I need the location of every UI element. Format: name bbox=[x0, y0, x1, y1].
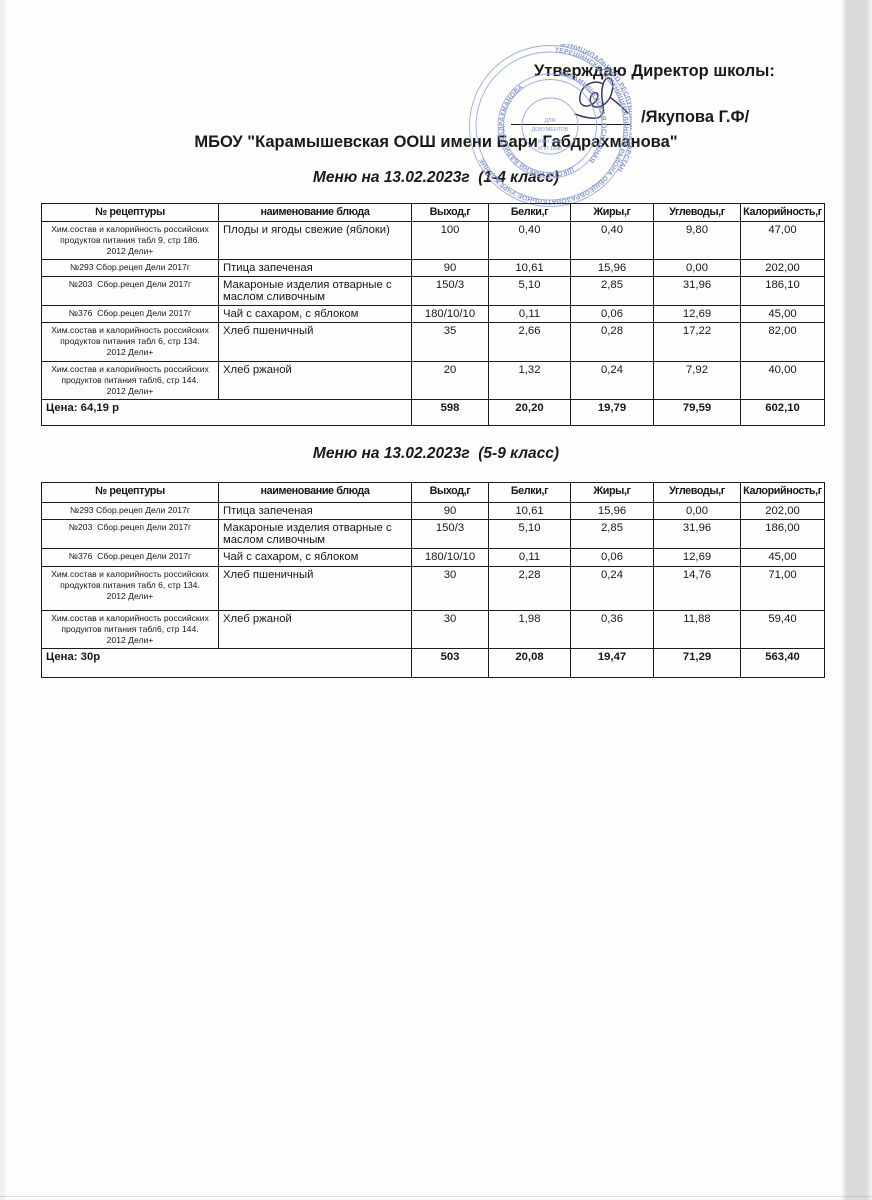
svg-text:КПП 1648: КПП 1648 bbox=[538, 146, 562, 152]
svg-text:КАРАМЫШЕВСКАЯ ОСНОВНАЯ: КАРАМЫШЕВСКАЯ ОСНОВНАЯ bbox=[559, 70, 607, 164]
svg-text:ИНН 1648: ИНН 1648 bbox=[538, 139, 563, 145]
svg-text:ДОКУМЕНТОВ: ДОКУМЕНТОВ bbox=[532, 127, 569, 133]
svg-text:ДЛЯ: ДЛЯ bbox=[545, 118, 556, 124]
